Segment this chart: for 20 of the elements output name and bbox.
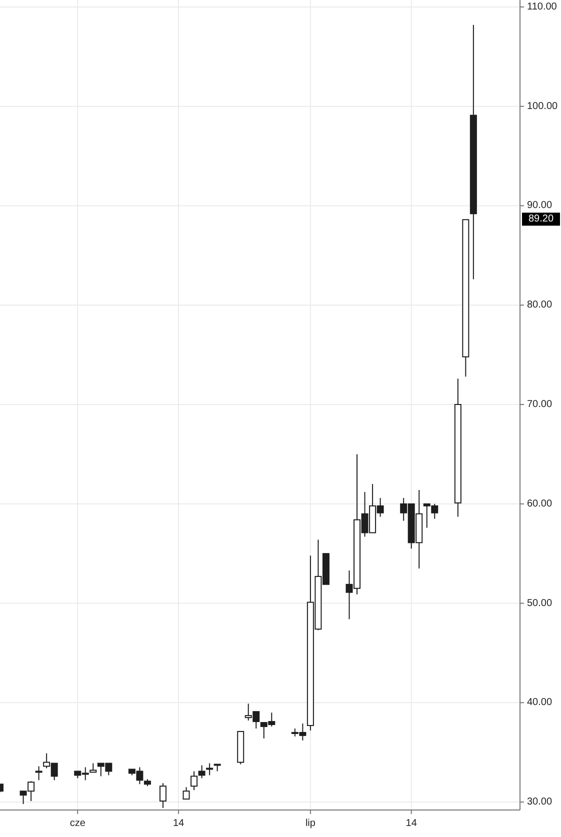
y-tick-label: 50.00	[527, 598, 552, 609]
x-tick-label: 14	[172, 818, 185, 829]
candlestick	[182, 786, 190, 800]
y-tick-label: 90.00	[527, 200, 552, 212]
y-tick-label: 100.00	[527, 100, 558, 112]
y-tick-label: 80.00	[527, 300, 552, 311]
candlestick	[206, 762, 214, 776]
text: 89.20	[528, 214, 554, 225]
x-tick-label: 14	[406, 818, 418, 829]
candlestick	[159, 782, 166, 809]
x-tick-label: cze	[70, 818, 86, 829]
y-tick-label: 60.00	[527, 498, 552, 510]
y-tick-label: 110.00	[527, 1, 558, 12]
candlestick	[190, 770, 198, 791]
y-tick-label: 30.00	[527, 796, 552, 808]
x-tick-label: lip	[305, 818, 316, 829]
y-tick-label: 70.00	[527, 399, 552, 410]
y-tick-label: 40.00	[527, 697, 552, 708]
candlestick	[35, 766, 42, 781]
candlestick	[198, 764, 206, 779]
